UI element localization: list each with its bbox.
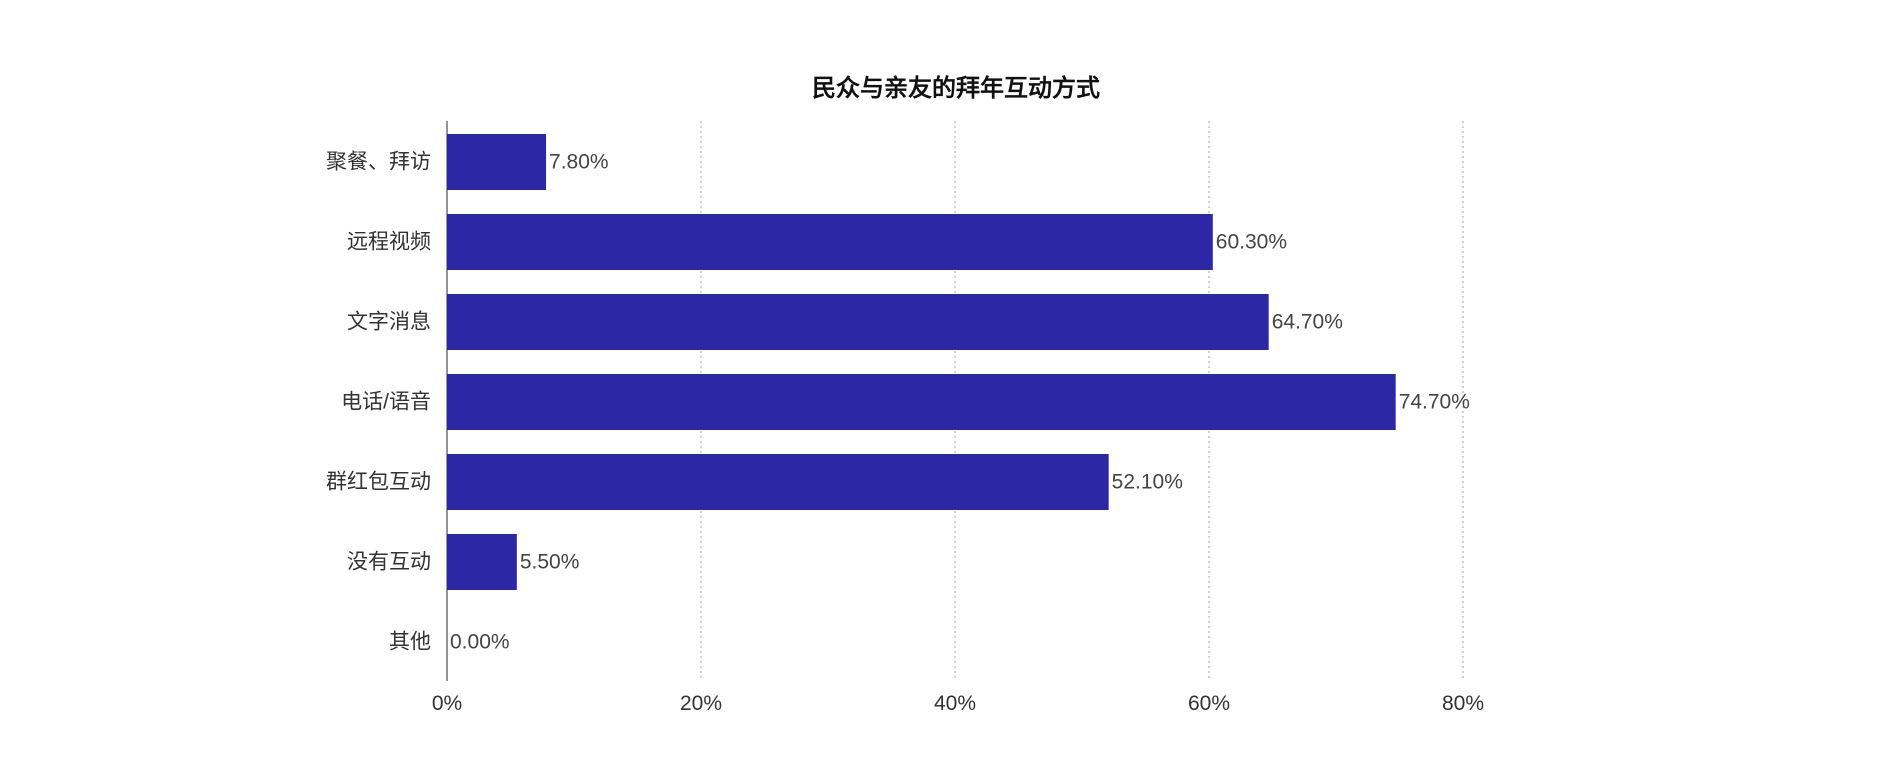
bar-5: [447, 534, 517, 590]
bar-0: [447, 134, 547, 190]
bar-1: [447, 214, 1213, 270]
category-label-6: 其他: [389, 631, 431, 654]
x-tick-label-3: 60%: [1188, 692, 1230, 715]
label-layer: 0% 20% 40% 60% 80% 聚餐、拜访 7.80% 远程视频 60.30% 文字消息 64…: [326, 151, 1484, 716]
bar-4: [447, 454, 1109, 510]
category-label-1: 远程视频: [347, 231, 431, 254]
data-label-0: 7.80%: [549, 151, 609, 174]
bar-2: [447, 294, 1269, 350]
category-label-3: 电话/语音: [341, 391, 431, 414]
category-label-2: 文字消息: [347, 311, 431, 334]
category-label-4: 群红包互动: [326, 471, 431, 494]
x-tick-label-2: 40%: [934, 692, 976, 715]
bar-3: [447, 374, 1396, 430]
bar-layer: [447, 134, 1396, 590]
data-label-1: 60.30%: [1216, 231, 1287, 254]
data-label-5: 5.50%: [520, 551, 580, 574]
x-tick-label-0: 0%: [432, 692, 462, 715]
chart-title: 民众与亲友的拜年互动方式: [812, 74, 1100, 102]
category-label-0: 聚餐、拜访: [326, 151, 431, 174]
data-label-2: 64.70%: [1272, 311, 1343, 334]
data-label-3: 74.70%: [1399, 391, 1470, 414]
data-label-6: 0.00%: [450, 631, 510, 654]
x-tick-label-4: 80%: [1442, 692, 1484, 715]
data-label-4: 52.10%: [1112, 471, 1183, 494]
category-label-5: 没有互动: [347, 551, 431, 574]
x-tick-label-1: 20%: [680, 692, 722, 715]
